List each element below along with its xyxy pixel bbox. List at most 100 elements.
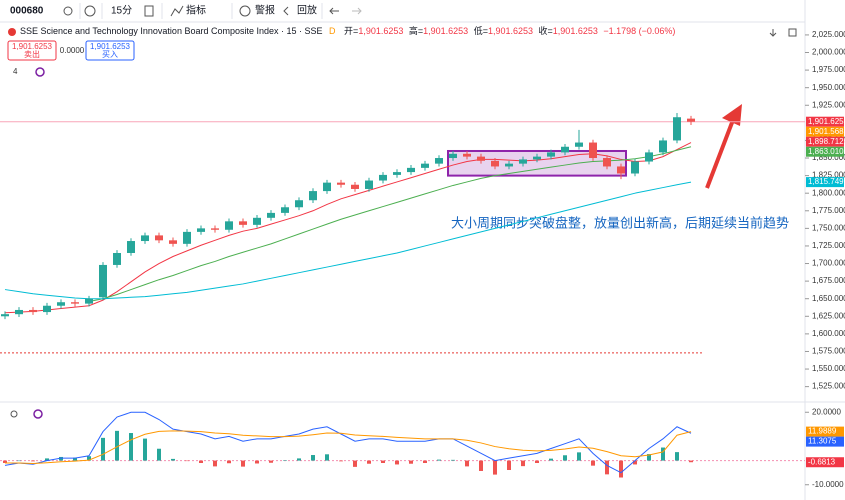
replay-icon[interactable] bbox=[283, 6, 289, 16]
macd-settings-icon[interactable] bbox=[33, 409, 43, 419]
y-tick-label: 1,800.0000 bbox=[812, 188, 845, 197]
histogram-bar bbox=[521, 460, 525, 467]
download-icon[interactable] bbox=[769, 29, 777, 37]
ohlc-label: 高= bbox=[409, 25, 423, 36]
price-tag bbox=[806, 436, 844, 447]
buy-button[interactable] bbox=[85, 40, 135, 61]
replay-button[interactable]: 回放 bbox=[297, 4, 317, 17]
histogram-bar bbox=[423, 460, 427, 463]
y-tick-label: 1,525.0000 bbox=[812, 382, 845, 391]
y-tick-label: 2,025.0000 bbox=[812, 30, 845, 39]
histogram-bar bbox=[255, 460, 259, 464]
price-tag bbox=[806, 146, 844, 157]
indicator-settings-icon[interactable] bbox=[35, 67, 45, 77]
histogram-bar bbox=[143, 438, 147, 461]
line-series bbox=[4, 411, 692, 474]
y-tick-label: 1,850.0000 bbox=[812, 153, 845, 162]
candle-body bbox=[519, 159, 527, 164]
histogram-bar bbox=[129, 433, 133, 461]
y-tick-label: 1,975.0000 bbox=[812, 65, 845, 74]
candle-body bbox=[309, 191, 317, 201]
interval[interactable]: 15分 bbox=[111, 5, 132, 17]
buy-label[interactable]: 买入 bbox=[102, 50, 118, 59]
histogram-bar bbox=[227, 460, 231, 464]
histogram-bar bbox=[269, 460, 273, 463]
histogram-bar bbox=[675, 452, 679, 461]
symbol-logo bbox=[8, 28, 16, 36]
histogram-bar bbox=[353, 460, 357, 467]
candle-body bbox=[239, 221, 247, 225]
histogram-bar bbox=[507, 460, 511, 471]
candle-body bbox=[379, 174, 387, 181]
y-tick-label: 1,575.0000 bbox=[812, 347, 845, 356]
candle-body bbox=[477, 156, 485, 161]
change: −1.1798 (−0.06%) bbox=[603, 26, 675, 36]
y-tick-label: 2,000.0000 bbox=[812, 48, 845, 57]
histogram-bar bbox=[381, 460, 385, 463]
histogram-bar bbox=[31, 460, 35, 462]
price-tag-label: 1,815.7493 bbox=[808, 177, 845, 186]
candle-body bbox=[561, 146, 569, 153]
candle-body bbox=[197, 228, 205, 232]
candle-body bbox=[449, 153, 457, 159]
ohlc-value: 1,901.6253 bbox=[423, 26, 468, 36]
candle-body bbox=[421, 163, 429, 168]
sell-price[interactable]: 1,901.6253 bbox=[12, 42, 53, 51]
candle-body bbox=[169, 240, 177, 244]
alert-icon[interactable] bbox=[239, 5, 251, 17]
histogram-bar bbox=[367, 460, 371, 464]
add-icon[interactable] bbox=[84, 5, 96, 17]
indicator-icon[interactable] bbox=[170, 5, 184, 17]
pane-toggle-icon[interactable] bbox=[10, 410, 18, 418]
histogram-bar bbox=[563, 455, 567, 461]
y-tick-label: 1,725.0000 bbox=[812, 241, 845, 250]
price-tag-label: 1,901.5682 bbox=[808, 127, 845, 136]
layout-icon[interactable] bbox=[788, 28, 797, 37]
candle-body bbox=[533, 156, 541, 160]
candle-body bbox=[71, 302, 79, 304]
histogram-bar bbox=[549, 458, 553, 461]
indicators-button[interactable]: 指标 bbox=[186, 4, 206, 17]
y-tick-label: 1,625.0000 bbox=[812, 311, 845, 320]
candle-body bbox=[491, 160, 499, 167]
y-tick-label: 1,675.0000 bbox=[812, 276, 845, 285]
candle-body bbox=[57, 302, 65, 306]
symbol[interactable]: 000680 bbox=[10, 6, 44, 17]
histogram-bar bbox=[633, 460, 637, 465]
histogram-bar bbox=[59, 456, 63, 461]
sell-button[interactable] bbox=[7, 40, 57, 61]
candle-body bbox=[463, 153, 471, 157]
price-tag-label: 1,863.0108 bbox=[808, 147, 845, 156]
histogram-bar bbox=[605, 460, 609, 475]
histogram-bar bbox=[451, 459, 455, 461]
histogram-bar bbox=[73, 457, 77, 461]
candle-body bbox=[393, 172, 401, 175]
indicator-count[interactable]: 4 bbox=[13, 67, 18, 76]
search-icon[interactable] bbox=[63, 6, 73, 16]
histogram-bar bbox=[17, 460, 21, 462]
histogram-bar bbox=[591, 460, 595, 466]
candle-body bbox=[15, 309, 23, 315]
redo-icon[interactable] bbox=[352, 7, 362, 15]
histogram-bar bbox=[185, 460, 189, 462]
legend-line: SSE Science and Technology Innovation Bo… bbox=[20, 25, 675, 36]
price-tag bbox=[806, 116, 844, 127]
alert-button[interactable]: 警报 bbox=[255, 4, 275, 17]
candle-body bbox=[1, 314, 9, 317]
candle-body bbox=[617, 166, 625, 174]
histogram-bar bbox=[395, 460, 399, 465]
candle-body bbox=[267, 212, 275, 218]
line-series bbox=[4, 181, 692, 300]
candle-body bbox=[85, 298, 93, 304]
sell-label[interactable]: 卖出 bbox=[24, 49, 40, 59]
histogram-bar bbox=[87, 456, 91, 461]
buy-price[interactable]: 1,901.6253 bbox=[90, 42, 131, 51]
toolbar: 000680 15分 指标 警报 回放 bbox=[0, 3, 805, 23]
candle-body bbox=[323, 182, 331, 192]
plot: 1,525.0000 1,550.0000 1,575.0000 1,600.0000… bbox=[0, 30, 845, 489]
chart-type-icon[interactable] bbox=[144, 5, 154, 17]
y-tick-label: 1,650.0000 bbox=[812, 294, 845, 303]
undo-icon[interactable] bbox=[329, 7, 339, 15]
histogram-bar bbox=[619, 460, 623, 478]
